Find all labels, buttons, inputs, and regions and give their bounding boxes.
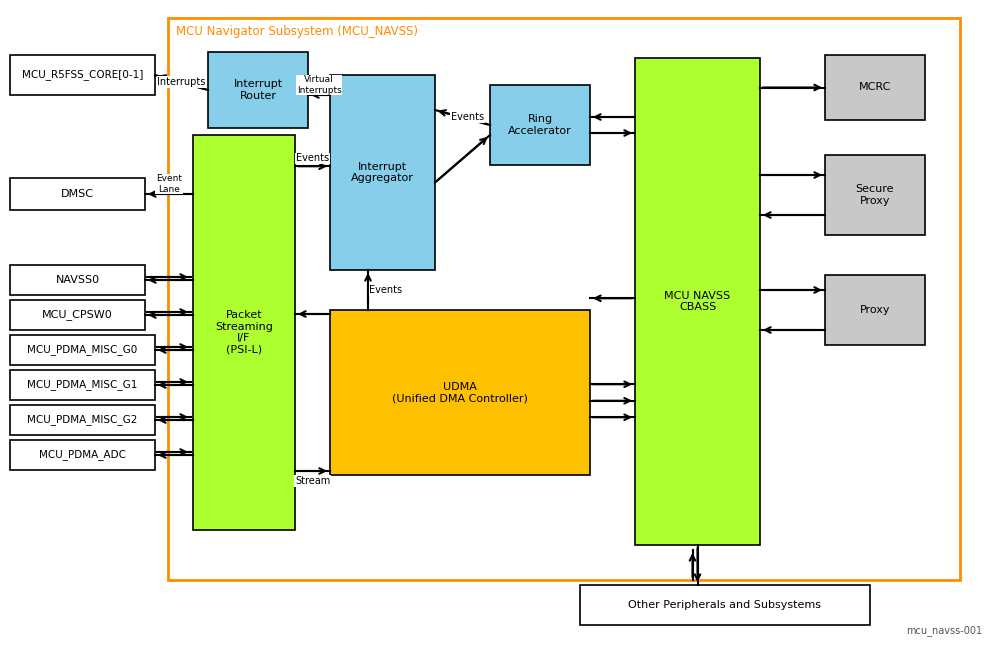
Bar <box>825 275 925 345</box>
Bar <box>10 440 155 470</box>
Text: Proxy: Proxy <box>860 305 890 315</box>
Text: MCU_CPSW0: MCU_CPSW0 <box>42 309 113 320</box>
Text: Interrupt
Aggregator: Interrupt Aggregator <box>351 162 414 183</box>
Bar <box>10 265 145 295</box>
Bar <box>193 135 295 530</box>
Bar <box>10 178 145 210</box>
Bar <box>635 58 760 545</box>
Bar <box>208 52 308 128</box>
Text: Interrupt
Router: Interrupt Router <box>233 79 283 101</box>
Text: Interrupts: Interrupts <box>158 77 205 87</box>
Text: Secure
Proxy: Secure Proxy <box>856 184 894 206</box>
Bar <box>10 300 145 330</box>
Bar <box>580 585 870 625</box>
Text: Ring
Accelerator: Ring Accelerator <box>508 114 571 136</box>
Text: mcu_navss-001: mcu_navss-001 <box>906 625 982 636</box>
Text: Virtual
Interrupts: Virtual Interrupts <box>297 76 341 95</box>
Text: Stream: Stream <box>295 476 330 486</box>
Text: DMSC: DMSC <box>61 189 94 199</box>
Bar <box>10 335 155 365</box>
Bar <box>330 75 435 270</box>
Text: Other Peripherals and Subsystems: Other Peripherals and Subsystems <box>629 600 821 610</box>
Bar <box>490 85 590 165</box>
Bar <box>10 405 155 435</box>
Text: MCU_PDMA_ADC: MCU_PDMA_ADC <box>39 450 126 461</box>
Text: Events: Events <box>369 285 403 295</box>
Text: Events: Events <box>296 153 329 163</box>
Text: MCU Navigator Subsystem (MCU_NAVSS): MCU Navigator Subsystem (MCU_NAVSS) <box>176 25 418 39</box>
Text: MCU_R5FSS_CORE[0-1]: MCU_R5FSS_CORE[0-1] <box>22 70 143 81</box>
Text: MCRC: MCRC <box>859 83 891 92</box>
Bar <box>825 55 925 120</box>
Text: Packet
Streaming
I/F
(PSI-L): Packet Streaming I/F (PSI-L) <box>215 310 273 355</box>
Text: MCU_PDMA_MISC_G2: MCU_PDMA_MISC_G2 <box>28 415 138 426</box>
Text: UDMA
(Unified DMA Controller): UDMA (Unified DMA Controller) <box>392 382 528 403</box>
Text: MCU_PDMA_MISC_G1: MCU_PDMA_MISC_G1 <box>28 380 138 390</box>
Text: NAVSS0: NAVSS0 <box>56 275 99 285</box>
Bar <box>825 155 925 235</box>
Text: Event
Lane: Event Lane <box>156 174 182 194</box>
Bar <box>10 55 155 95</box>
Text: MCU_PDMA_MISC_G0: MCU_PDMA_MISC_G0 <box>28 344 138 355</box>
Text: MCU NAVSS
CBASS: MCU NAVSS CBASS <box>665 291 730 312</box>
Bar <box>10 370 155 400</box>
Text: Events: Events <box>451 112 484 122</box>
Bar <box>330 310 590 475</box>
Bar <box>168 18 960 580</box>
